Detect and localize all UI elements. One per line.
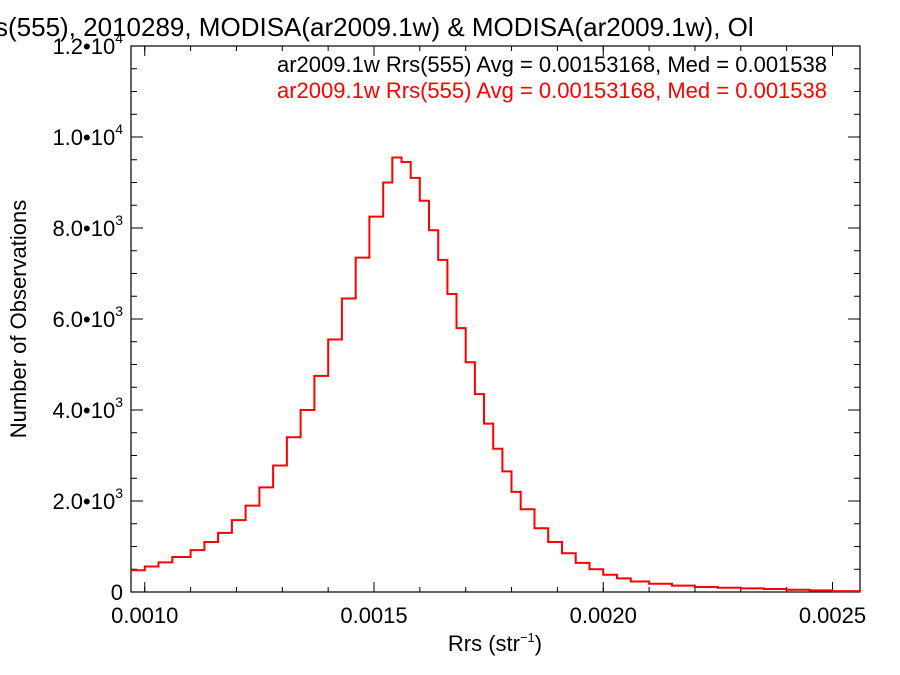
- legend-entry-2: ar2009.1w Rrs(555) Avg = 0.00153168, Med…: [277, 78, 827, 103]
- x-tick-label: 0.0025: [799, 603, 866, 628]
- x-axis-ticks: 0.0010 0.0015 0.0020 0.0025: [111, 46, 866, 628]
- chart-title: s(555), 2010289, MODISA(ar2009.1w) & MOD…: [0, 12, 754, 42]
- x-tick-label: 0.0010: [111, 603, 178, 628]
- x-axis-label: Rrs (str−1): [448, 630, 542, 656]
- y-tick-label: 1.2•104: [52, 30, 123, 59]
- y-axis-ticks: 0 2.0•103 4.0•103 6.0•103 8.0•103 1.0•104 1.2•…: [52, 30, 860, 605]
- x-tick-label: 0.0020: [570, 603, 637, 628]
- y-tick-label: 0: [111, 580, 123, 605]
- legend-entry-1: ar2009.1w Rrs(555) Avg = 0.00153168, Med…: [277, 52, 827, 77]
- series-line-1: [131, 156, 861, 593]
- y-tick-label: 2.0•103: [52, 485, 123, 514]
- legend: ar2009.1w Rrs(555) Avg = 0.00153168, Med…: [277, 52, 827, 103]
- y-tick-label: 8.0•103: [52, 212, 123, 241]
- x-tick-label: 0.0015: [340, 603, 407, 628]
- y-axis-label: Number of Observations: [6, 200, 31, 438]
- series-layer: [131, 156, 861, 593]
- plot-frame: [130, 45, 861, 593]
- y-tick-label: 4.0•103: [52, 394, 123, 423]
- y-tick-label: 1.0•104: [52, 121, 123, 150]
- y-tick-label: 6.0•103: [52, 303, 123, 332]
- plot-area: 0.0010 0.0015 0.0020 0.0025 0 2.0•103 4.0•103…: [52, 30, 866, 628]
